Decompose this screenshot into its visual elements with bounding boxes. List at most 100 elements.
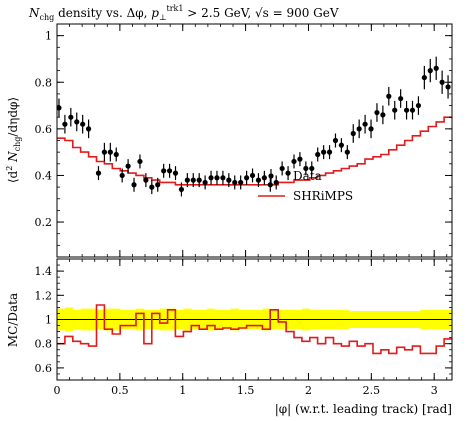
main-plot-panel: 0.2 0.4 0.6 0.8 1: [35, 23, 453, 258]
data-point: [178, 186, 185, 193]
data-point: [344, 149, 350, 155]
data-point: [421, 74, 427, 81]
y-tick-label: 1: [45, 314, 52, 327]
data-point: [332, 137, 339, 144]
y-axis-title-ratio: MC/Data: [6, 293, 20, 347]
data-point: [273, 179, 279, 186]
data-point: [326, 149, 333, 155]
data-point: [291, 158, 297, 165]
data-point: [137, 158, 143, 165]
data-point: [101, 149, 108, 155]
data-point: [143, 177, 149, 183]
data-point: [119, 172, 125, 179]
data-point: [439, 79, 445, 85]
legend-data-label: Data: [293, 169, 322, 183]
data-point: [74, 119, 80, 125]
chart-title: Nchg density vs. Δφ, p⊥trk1 > 2.5 GeV, √…: [28, 4, 339, 22]
data-point: [433, 65, 439, 71]
data-point: [321, 149, 327, 155]
x-tick-label: 2.5: [363, 384, 381, 397]
data-point: [95, 170, 102, 176]
data-point: [315, 151, 321, 158]
data-point: [392, 107, 398, 113]
data-point: [356, 126, 362, 132]
data-point: [261, 175, 267, 181]
data-point: [279, 165, 285, 172]
ratio-plot-panel: 0 0.5 1 1.5 2 2.5 3 0.6 0.8 1 1.2 1.4: [35, 258, 453, 397]
data-point: [107, 149, 113, 155]
data-point: [68, 114, 74, 120]
legend: Data SHRiMPS: [258, 169, 353, 203]
data-point: [125, 163, 131, 169]
main-plot-frame: [56, 23, 453, 258]
y-tick-label: 1: [45, 30, 52, 43]
data-point: [202, 179, 208, 186]
mc-series-group: [57, 116, 453, 186]
data-point: [161, 168, 167, 174]
legend-mc-label: SHRiMPS: [293, 189, 353, 203]
data-point: [208, 175, 214, 181]
data-point: [362, 121, 368, 127]
data-point: [445, 84, 451, 90]
data-point: [214, 175, 220, 181]
data-point: [149, 184, 155, 190]
data-point: [338, 142, 344, 148]
y-tick-label: 0.8: [35, 76, 53, 89]
data-point: [249, 172, 256, 179]
y-tick-label: 1.2: [35, 289, 53, 302]
data-point: [297, 156, 303, 162]
data-point: [113, 151, 119, 158]
data-point: [226, 177, 232, 183]
data-point: [374, 109, 380, 116]
y-tick-label: 1.4: [35, 265, 53, 278]
data-point: [85, 126, 92, 132]
data-point: [309, 165, 315, 172]
y-tick-label: 0.8: [35, 338, 53, 351]
x-tick-label: 0: [54, 384, 61, 397]
x-tick-label: 0.5: [111, 384, 129, 397]
x-tick-label: 2: [305, 384, 312, 397]
data-point: [244, 175, 250, 181]
x-tick-label: 1.5: [237, 384, 255, 397]
data-point: [166, 168, 173, 174]
data-point: [303, 165, 309, 172]
data-point: [80, 121, 86, 127]
main-x-ticks: [56, 24, 448, 257]
x-axis-title: |φ| (w.r.t. leading track) [rad]: [275, 402, 452, 416]
ratio-x-ticks: 0 0.5 1 1.5 2 2.5 3: [54, 259, 448, 397]
data-point: [267, 182, 273, 188]
data-point: [403, 107, 410, 113]
mc-step-line: [57, 116, 453, 186]
data-point: [238, 179, 244, 186]
data-point: [196, 177, 202, 183]
data-point: [131, 182, 137, 188]
y-tick-label: 0.4: [35, 169, 53, 182]
data-point: [386, 93, 392, 99]
y-tick-label: 0.2: [35, 216, 53, 229]
data-point: [232, 179, 238, 186]
ratio-y-ticks: 0.6 0.8 1 1.2 1.4: [35, 258, 452, 381]
legend-data-marker: [268, 173, 274, 179]
data-point: [368, 126, 374, 132]
legend-entry-mc: SHRiMPS: [258, 189, 353, 203]
data-point: [380, 112, 386, 118]
data-series-group: [56, 56, 451, 197]
data-point: [62, 121, 68, 127]
data-point: [285, 170, 291, 176]
data-point: [255, 177, 262, 183]
data-point: [184, 177, 190, 183]
data-point: [409, 107, 416, 113]
x-tick-label: 3: [431, 384, 438, 397]
y-tick-label: 0.6: [35, 362, 53, 375]
data-point: [350, 130, 356, 137]
data-point: [56, 105, 62, 111]
data-point: [172, 170, 179, 176]
y-axis-title-main: ⟨d2 Nchg/dηdφ⟩: [5, 97, 22, 183]
data-point: [398, 95, 404, 102]
ratio-mc-step-line: [57, 304, 453, 355]
data-point: [190, 177, 196, 183]
main-y-ticks: 0.2 0.4 0.6 0.8 1: [35, 23, 452, 258]
data-point: [155, 182, 161, 188]
y-tick-label: 0.6: [35, 123, 53, 136]
